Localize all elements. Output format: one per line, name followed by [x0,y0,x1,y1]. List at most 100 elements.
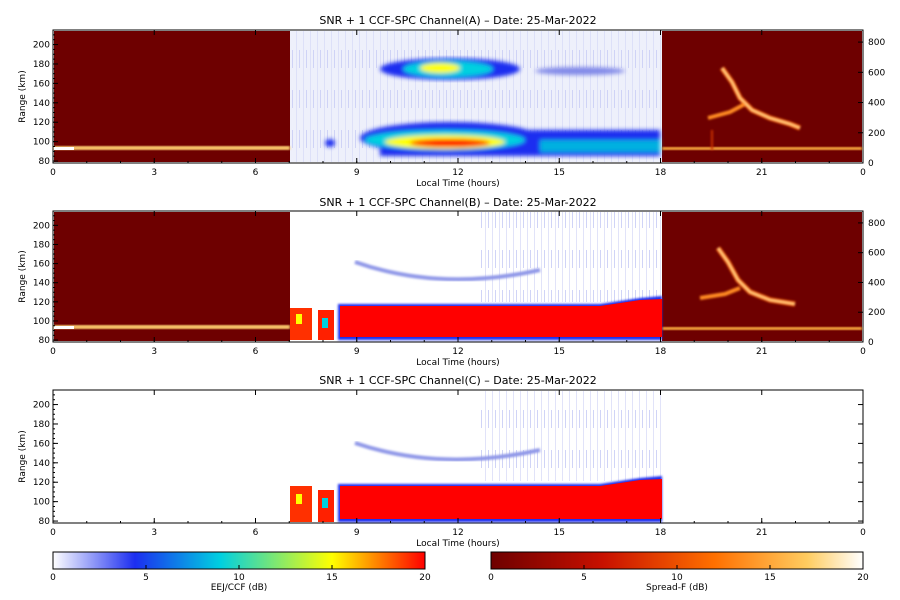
panel-b-night-trace-left-core [54,326,74,329]
panel-b-ccf-arc [354,260,541,282]
y-axis-label: Range (km) [18,430,28,482]
x-tick-label: 0 [860,528,866,538]
panel-a-spread-f [707,66,801,150]
x-axis-label: Local Time (hours) [416,179,499,189]
panel-b-night-trace-right [662,327,862,330]
x-tick-label: 12 [452,347,463,357]
y-tick-label: 160 [33,439,50,449]
panel-c: SNR + 1 CCF-SPC Channel(C) – Date: 25-Ma… [52,374,864,524]
y-right-tick-label: 400 [868,99,885,109]
x-tick-label: 15 [554,528,565,538]
y-right-tick-label: 600 [868,68,885,78]
panel-a-ccf-echo [380,58,625,80]
x-tick-label: 15 [554,168,565,178]
x-tick-label: 15 [554,347,565,357]
panel-b-day-streaks [480,212,662,302]
y-right-tick-label: 800 [868,38,885,48]
x-tick-label: 0 [50,168,56,178]
x-tick-label: 3 [151,528,157,538]
y-tick-label: 200 [33,401,50,411]
y-tick-label: 100 [33,498,50,508]
x-tick-label: 21 [756,347,767,357]
y-right-tick-label: 0 [868,159,874,169]
x-tick-label: 12 [452,528,463,538]
y-tick-label: 180 [33,240,50,250]
x-tick-label: 21 [756,528,767,538]
y-right-tick-label: 800 [868,219,885,229]
x-tick-label: 0 [860,168,866,178]
y-tick-label: 200 [33,221,50,231]
y-tick-label: 140 [33,99,50,109]
y-axis-label: Range (km) [18,250,28,302]
colorbar-tick-label: 15 [326,573,337,583]
x-tick-label: 6 [253,347,259,357]
x-tick-label: 9 [354,347,360,357]
panel-a-night-trace-left-core [54,147,74,150]
colorbar-tick-label: 10 [233,573,245,583]
panel-b-title: SNR + 1 CCF-SPC Channel(B) – Date: 25-Ma… [319,196,596,209]
y-tick-label: 100 [33,138,50,148]
panel-b-spread-f [699,246,796,307]
y-right-tick-label: 400 [868,278,885,288]
y-tick-label: 160 [33,79,50,89]
x-tick-label: 0 [50,347,56,357]
panel-b-night-right [662,212,862,341]
y-axis-label: Range (km) [18,70,28,122]
colorbar-spreadf-label: Spread-F (dB) [646,583,708,593]
y-tick-label: 120 [33,298,50,308]
y-tick-label: 80 [39,517,51,527]
x-tick-label: 0 [50,528,56,538]
colorbar-tick-label: 5 [143,573,149,583]
x-tick-label: 9 [354,528,360,538]
x-tick-label: 18 [655,347,667,357]
x-tick-label: 18 [655,528,667,538]
colorbar-tick-label: 15 [764,573,775,583]
x-tick-label: 0 [860,347,866,357]
panel-b-night-trace-left [54,325,290,329]
x-tick-label: 18 [655,168,667,178]
y-right-tick-label: 200 [868,129,885,139]
y-tick-label: 180 [33,60,50,70]
x-tick-label: 3 [151,168,157,178]
colorbar-tick-label: 0 [50,573,56,583]
panel-b: SNR + 1 CCF-SPC Channel(B) – Date: 25-Ma… [52,196,864,343]
colorbar-tick-label: 10 [671,573,683,583]
y-right-tick-label: 200 [868,308,885,318]
y-tick-label: 80 [39,157,51,167]
y-tick-label: 160 [33,260,50,270]
colorbar-tick-label: 20 [857,573,869,583]
panel-b-night-left [54,212,290,341]
panel-a-night-right [662,31,862,162]
y-right-tick-label: 0 [868,338,874,348]
panel-c-eej-echo [290,476,662,522]
y-tick-label: 120 [33,118,50,128]
panel-b-eej-echo [290,296,662,340]
x-axis-label: Local Time (hours) [416,539,499,549]
x-axis-label: Local Time (hours) [416,358,499,368]
x-tick-label: 9 [354,168,360,178]
y-tick-label: 100 [33,317,50,327]
y-right-tick-label: 600 [868,249,885,259]
x-tick-label: 21 [756,168,767,178]
y-tick-label: 80 [39,336,51,346]
y-tick-label: 140 [33,279,50,289]
panel-c-ccf-arc [354,441,541,462]
x-tick-label: 6 [253,528,259,538]
colorbar-eej: EEJ/CCF (dB) [52,551,426,593]
panel-c-title: SNR + 1 CCF-SPC Channel(C) – Date: 25-Ma… [319,374,596,387]
colorbar-eej-label: EEJ/CCF (dB) [211,583,268,593]
panel-c-day-streaks [480,391,662,481]
panel-a-night-trace-right [662,147,862,150]
panel-a-eej-echo [325,122,660,156]
y-tick-label: 200 [33,41,50,51]
y-tick-label: 140 [33,459,50,469]
panel-a-title: SNR + 1 CCF-SPC Channel(A) – Date: 25-Ma… [319,14,596,27]
x-tick-label: 12 [452,168,463,178]
y-tick-label: 120 [33,478,50,488]
y-tick-label: 180 [33,420,50,430]
colorbar-tick-label: 0 [488,573,494,583]
colorbar-tick-label: 20 [419,573,431,583]
x-tick-label: 6 [253,168,259,178]
